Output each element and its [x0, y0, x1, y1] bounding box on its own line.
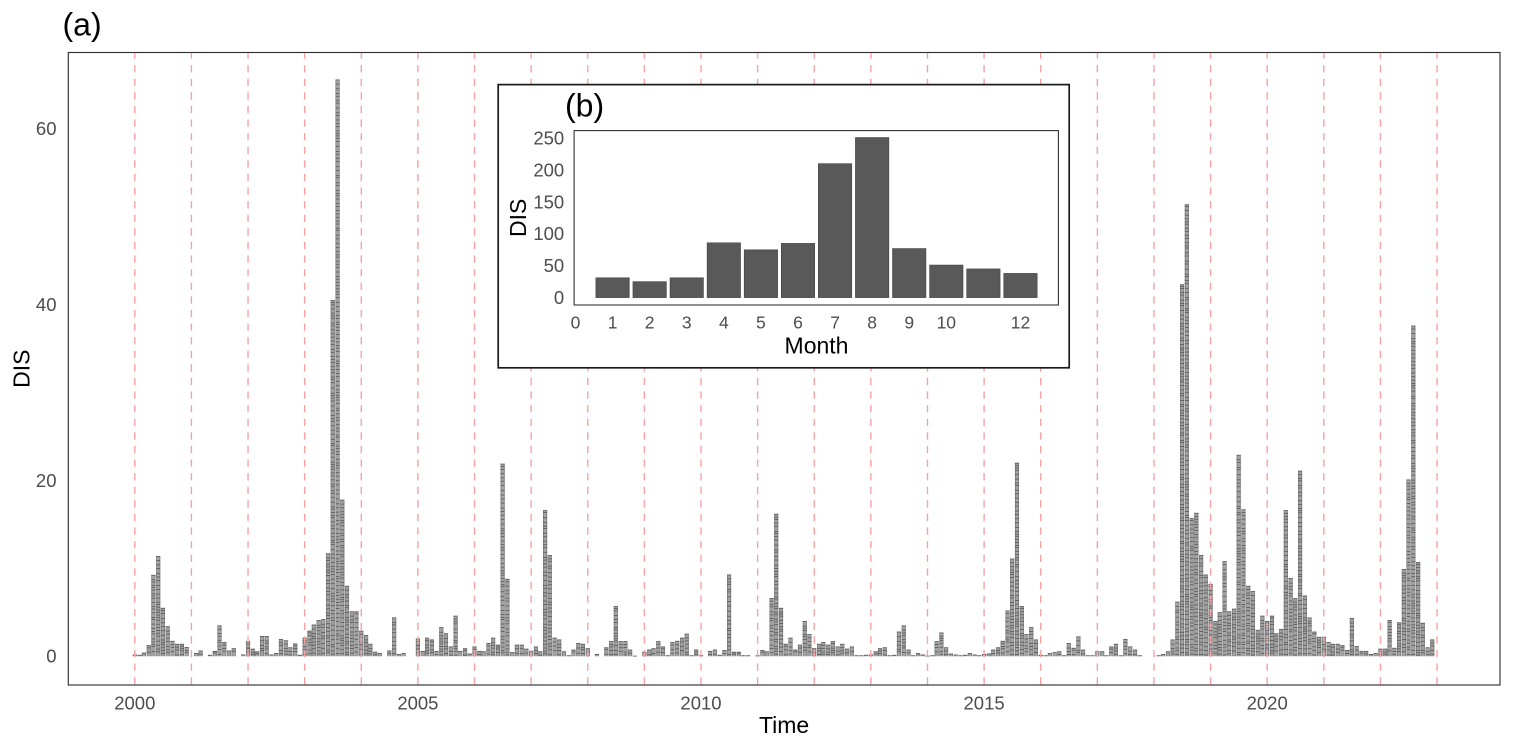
svg-text:Month: Month: [785, 333, 849, 359]
svg-text:20: 20: [36, 470, 57, 491]
svg-text:200: 200: [533, 159, 564, 180]
svg-text:1: 1: [608, 312, 618, 332]
svg-text:9: 9: [904, 312, 914, 332]
svg-text:Time: Time: [759, 712, 809, 738]
svg-text:DIS: DIS: [505, 199, 531, 237]
svg-text:40: 40: [36, 294, 57, 315]
svg-text:60: 60: [36, 118, 57, 139]
svg-text:2010: 2010: [680, 692, 721, 713]
svg-text:2000: 2000: [114, 692, 155, 713]
svg-text:7: 7: [830, 312, 840, 332]
svg-text:DIS: DIS: [8, 350, 34, 388]
svg-text:3: 3: [682, 312, 692, 332]
svg-text:2020: 2020: [1247, 692, 1288, 713]
svg-text:5: 5: [756, 312, 766, 332]
svg-text:4: 4: [719, 312, 729, 332]
svg-text:150: 150: [533, 191, 564, 212]
svg-text:(b): (b): [565, 88, 604, 124]
svg-text:0: 0: [46, 646, 56, 667]
svg-text:250: 250: [533, 128, 564, 149]
svg-text:2005: 2005: [397, 692, 438, 713]
svg-text:50: 50: [544, 255, 565, 276]
svg-text:8: 8: [867, 312, 877, 332]
svg-text:0: 0: [571, 312, 581, 332]
svg-text:0: 0: [554, 287, 564, 308]
svg-text:10: 10: [937, 312, 957, 332]
svg-text:2: 2: [645, 312, 655, 332]
svg-text:12: 12: [1011, 312, 1030, 332]
svg-text:(a): (a): [63, 7, 102, 43]
svg-text:100: 100: [533, 223, 564, 244]
svg-text:6: 6: [793, 312, 803, 332]
svg-text:2015: 2015: [964, 692, 1005, 713]
